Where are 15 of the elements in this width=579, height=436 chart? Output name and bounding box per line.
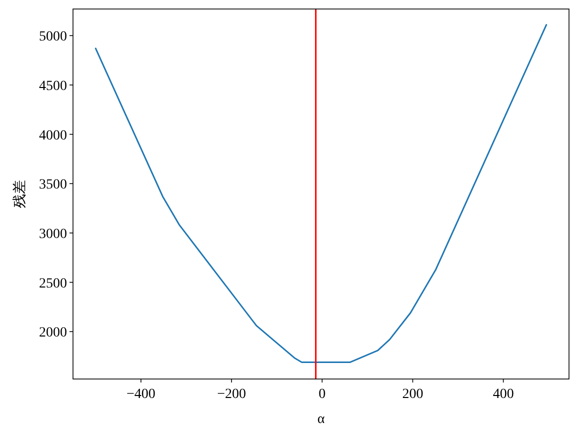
x-axis-title: α bbox=[317, 412, 326, 427]
y-tick-label: 2500 bbox=[39, 276, 67, 292]
y-tick-label: 4000 bbox=[39, 128, 67, 144]
x-tick-label: 0 bbox=[318, 387, 326, 402]
x-tick-label: −400 bbox=[126, 387, 156, 402]
x-tick-label: 400 bbox=[492, 387, 514, 402]
y-tick-label: 2000 bbox=[39, 326, 67, 341]
line-series bbox=[94, 24, 548, 363]
y-tick-label: 3500 bbox=[39, 178, 67, 193]
x-tick-label: −200 bbox=[217, 387, 246, 402]
y-axis-title: 残差 bbox=[12, 180, 28, 208]
y-tick-label: 4500 bbox=[39, 78, 67, 94]
y-tick-label: 3000 bbox=[39, 226, 67, 242]
y-tick-label: 5000 bbox=[39, 30, 67, 45]
x-tick-label: 200 bbox=[402, 387, 424, 402]
